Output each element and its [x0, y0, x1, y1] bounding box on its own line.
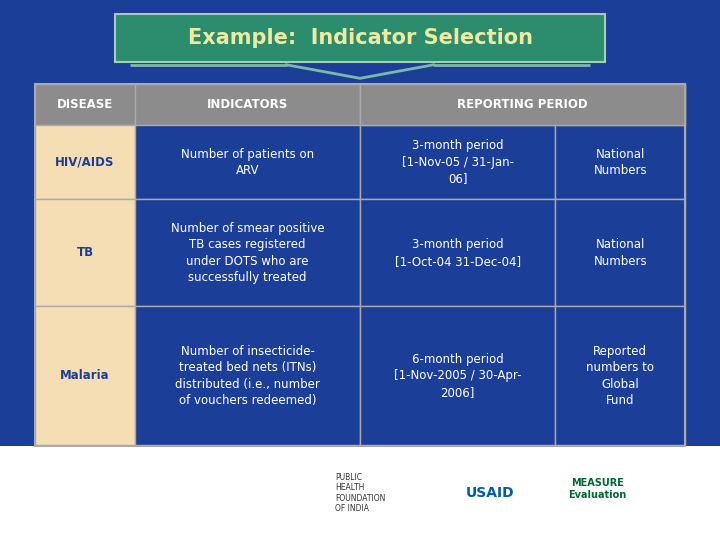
Bar: [35, 84, 135, 125]
Bar: [35, 84, 685, 445]
Text: INDICATORS: INDICATORS: [207, 98, 288, 111]
Bar: [135, 84, 360, 125]
Bar: [135, 199, 360, 306]
Text: MEASURE
Evaluation: MEASURE Evaluation: [569, 478, 626, 500]
Text: 6-month period
[1-Nov-2005 / 30-Apr-
2006]: 6-month period [1-Nov-2005 / 30-Apr- 200…: [394, 353, 521, 399]
Text: PUBLIC
HEALTH
FOUNDATION
OF INDIA: PUBLIC HEALTH FOUNDATION OF INDIA: [335, 473, 385, 513]
Text: USAID: USAID: [465, 486, 514, 500]
Text: Malaria: Malaria: [60, 369, 110, 382]
Text: HIV/AIDS: HIV/AIDS: [55, 156, 114, 169]
Text: Reported
numbers to
Global
Fund: Reported numbers to Global Fund: [586, 345, 654, 407]
Text: National
Numbers: National Numbers: [593, 147, 647, 177]
Bar: [35, 199, 135, 306]
Text: TB: TB: [76, 246, 94, 259]
Bar: [135, 306, 360, 445]
Text: DISEASE: DISEASE: [57, 98, 113, 111]
Bar: [360, 125, 555, 199]
Text: REPORTING PERIOD: REPORTING PERIOD: [392, 98, 523, 111]
Bar: [555, 306, 685, 445]
Text: 3-month period
[1-Nov-05 / 31-Jan-
06]: 3-month period [1-Nov-05 / 31-Jan- 06]: [402, 139, 513, 185]
Text: National
Numbers: National Numbers: [593, 238, 647, 268]
Bar: [135, 125, 360, 199]
Text: Example:  Indicator Selection: Example: Indicator Selection: [187, 28, 533, 48]
Text: Number of insecticide-
treated bed nets (ITNs)
distributed (i.e., number
of vouc: Number of insecticide- treated bed nets …: [175, 345, 320, 407]
Bar: [555, 125, 685, 199]
Bar: [35, 125, 135, 199]
Bar: [555, 84, 685, 125]
Bar: [360, 199, 555, 306]
Bar: [0, 446, 720, 540]
Bar: [555, 199, 685, 306]
FancyBboxPatch shape: [115, 14, 605, 62]
Text: Number of smear positive
TB cases registered
under DOTS who are
successfully tre: Number of smear positive TB cases regist…: [171, 221, 325, 284]
Bar: [360, 84, 685, 125]
Text: REPORTING PERIOD: REPORTING PERIOD: [457, 98, 588, 111]
Text: 3-month period
[1-Oct-04 31-Dec-04]: 3-month period [1-Oct-04 31-Dec-04]: [395, 238, 521, 268]
Bar: [360, 84, 555, 125]
Bar: [360, 306, 555, 445]
Text: Number of patients on
ARV: Number of patients on ARV: [181, 147, 315, 177]
Bar: [35, 306, 135, 445]
